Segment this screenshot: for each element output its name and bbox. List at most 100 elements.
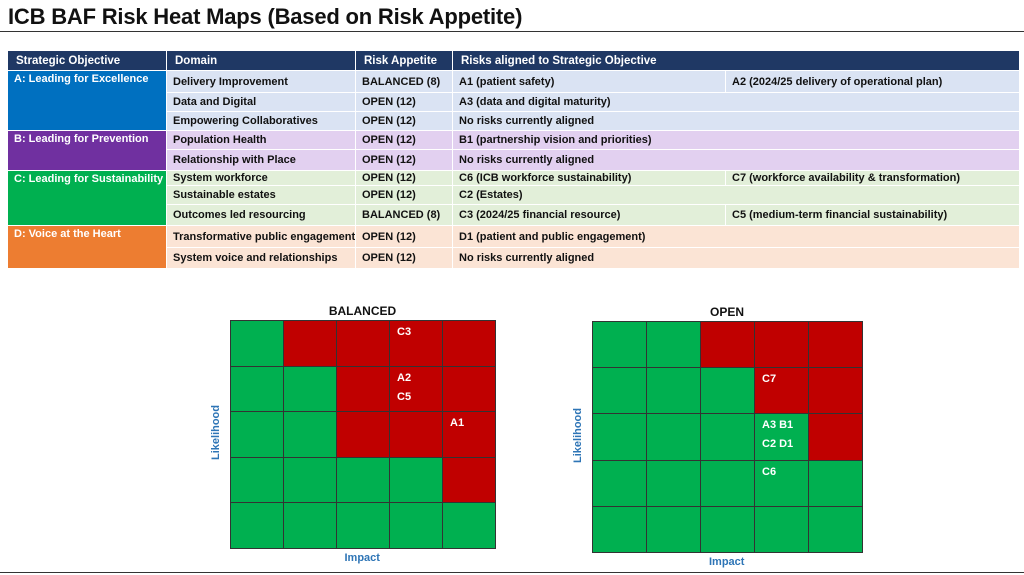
risk-appetite-cell: BALANCED (8) [355, 70, 453, 93]
domain-cell: System workforce [166, 170, 356, 186]
heatmap-cell [389, 365, 443, 413]
heatmap-cell [389, 411, 443, 458]
heatmap-cell [336, 320, 390, 367]
table-row: B: Leading for Prevention Population Heal… [7, 130, 1020, 171]
heatmap-cell [808, 321, 863, 369]
risk-appetite-cell: OPEN (12) [355, 247, 453, 269]
heatmap-cell [283, 502, 337, 549]
header-domain: Domain [166, 50, 356, 71]
header-strategic-objective: Strategic Objective [7, 50, 167, 71]
heatmap-cell [592, 413, 647, 461]
header-risks-aligned: Risks aligned to Strategic Objective [452, 50, 1020, 71]
aligned-risk-cell: No risks currently aligned [452, 111, 1020, 131]
heatmap-cell [592, 367, 647, 415]
page-title: ICB BAF Risk Heat Maps (Based on Risk Ap… [8, 4, 523, 29]
heatmap-cell [754, 413, 809, 461]
heatmap-cell [700, 367, 755, 415]
heatmap-cell [808, 459, 863, 507]
heatmap-cell [592, 505, 647, 553]
aligned-risk-cell: A2 (2024/25 delivery of operational plan… [725, 70, 1020, 93]
heatmap-cell [646, 321, 701, 369]
heatmap-cell [283, 365, 337, 413]
table-row: C: Leading for Sustainability System work… [7, 170, 1020, 226]
heatmap-cell [230, 365, 284, 413]
table-header-row: Strategic Objective Domain Risk Appetite… [7, 50, 1020, 71]
strategic-objective-cell: C: Leading for Sustainability [7, 170, 167, 226]
heatmap-cell [283, 411, 337, 458]
strategic-objective-cell: D: Voice at the Heart [7, 225, 167, 269]
risk-appetite-cell: OPEN (12) [355, 92, 453, 112]
table-row: Sustainable estates OPEN (12) C2 (Estates) [8, 185, 1020, 205]
table-row: D: Voice at the Heart Transformative publ… [7, 225, 1020, 269]
heatmap-cell [283, 456, 337, 504]
title-divider [0, 31, 1024, 32]
heatmap-title: BALANCED [328, 304, 397, 318]
heatmap-cell [389, 456, 443, 504]
heatmap-cell [336, 456, 390, 504]
heatmap-cell [592, 459, 647, 507]
risk-marker-label: A3 B1 [762, 419, 794, 432]
table-row: System voice and relationships OPEN (12) N… [8, 247, 1020, 269]
aligned-risk-cell: C2 (Estates) [452, 185, 1020, 205]
heatmap-cell [808, 505, 863, 553]
risk-appetite-cell: OPEN (12) [355, 130, 453, 150]
heatmap-cell [700, 505, 755, 553]
heatmap-cell [442, 320, 496, 367]
risk-marker-label: C6 [762, 465, 777, 478]
heatmap-cell [336, 411, 390, 458]
domain-cell: Empowering Collaboratives [166, 111, 356, 131]
domain-cell: Outcomes led resourcing [166, 204, 356, 226]
heatmap-cell [646, 505, 701, 553]
y-axis-label: Likelihood [210, 405, 222, 460]
aligned-risk-cell: D1 (patient and public engagement) [452, 225, 1020, 248]
heatmap-cell [700, 413, 755, 461]
table-row: Empowering Collaboratives OPEN (12) No ris… [8, 111, 1020, 131]
aligned-risk-cell: C6 (ICB workforce sustainability) [452, 170, 726, 186]
heatmap-title: OPEN [709, 305, 744, 319]
table-row: Outcomes led resourcing BALANCED (8) C3 (2… [8, 204, 1020, 226]
heatmap-cell [646, 367, 701, 415]
heatmap-cell [442, 365, 496, 413]
heatmap-cell [336, 365, 390, 413]
bottom-divider [0, 572, 1024, 573]
risk-appetite-cell: OPEN (12) [355, 149, 453, 171]
heatmap-cell [646, 459, 701, 507]
table-row: A: Leading for Excellence Delivery Improv… [7, 70, 1020, 131]
heatmap-cell [592, 321, 647, 369]
domain-cell: Data and Digital [166, 92, 356, 112]
risk-appetite-cell: OPEN (12) [355, 185, 453, 205]
y-axis-label: Likelihood [572, 407, 584, 463]
risk-alignment-table: Strategic Objective Domain Risk Appetite… [7, 50, 1020, 269]
risk-marker-label: C5 [397, 390, 412, 403]
heatmap-cell [230, 320, 284, 367]
domain-cell: Delivery Improvement [166, 70, 356, 93]
heatmap-cell [230, 456, 284, 504]
heatmap-cell [700, 459, 755, 507]
aligned-risk-cell: C3 (2024/25 financial resource) [452, 204, 726, 226]
aligned-risk-cell: No risks currently aligned [452, 247, 1020, 269]
risk-marker-label: C7 [762, 373, 777, 386]
risk-marker-label: A2 [397, 371, 412, 384]
risk-appetite-cell: BALANCED (8) [355, 204, 453, 226]
domain-cell: Sustainable estates [166, 185, 356, 205]
aligned-risk-cell: A3 (data and digital maturity) [452, 92, 1020, 112]
heatmap-cell [646, 413, 701, 461]
risk-marker-label: C2 D1 [762, 438, 794, 451]
heatmap-cell [442, 502, 496, 549]
heatmap-cell [700, 321, 755, 369]
heatmap-cell [754, 321, 809, 369]
heatmap-cell [754, 505, 809, 553]
heatmap-cell [283, 320, 337, 367]
domain-cell: Transformative public engagement [166, 225, 356, 248]
heatmap-cell [389, 502, 443, 549]
risk-appetite-cell: OPEN (12) [355, 170, 453, 186]
aligned-risk-cell: C5 (medium-term financial sustainability… [725, 204, 1020, 226]
heatmap-cell [336, 502, 390, 549]
heatmap-cell [754, 367, 809, 415]
domain-cell: System voice and relationships [166, 247, 356, 269]
heatmap-cell [230, 411, 284, 458]
risk-appetite-cell: OPEN (12) [355, 111, 453, 131]
aligned-risk-cell: C7 (workforce availability & transformat… [725, 170, 1020, 186]
aligned-risk-cell: No risks currently aligned [452, 149, 1020, 171]
table-row: Relationship with Place OPEN (12) No risks… [8, 149, 1020, 171]
